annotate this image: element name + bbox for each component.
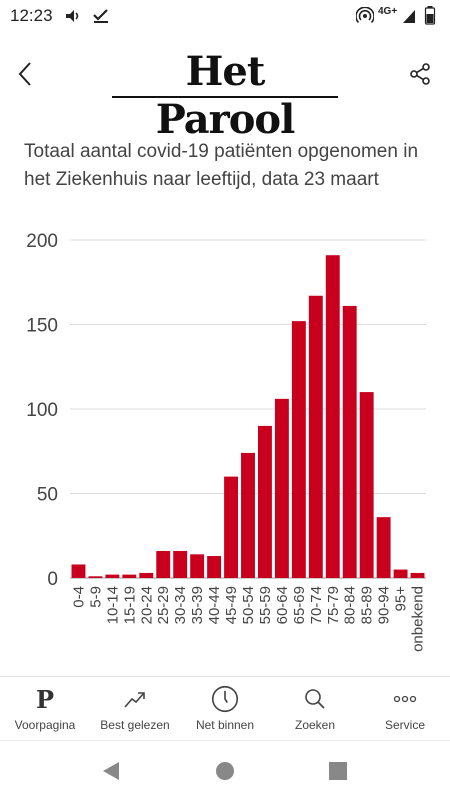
hotspot-icon xyxy=(356,7,374,24)
x-tick-label: 20-24 xyxy=(138,586,155,624)
bar xyxy=(207,556,222,578)
bar xyxy=(190,554,205,578)
nav-net-binnen[interactable]: Net binnen xyxy=(180,677,270,741)
x-tick-label: 85-89 xyxy=(359,586,376,624)
y-tick-label: 50 xyxy=(37,485,58,506)
signal-icon xyxy=(403,10,415,23)
search-icon xyxy=(305,689,325,709)
nav-best-gelezen[interactable]: Best gelezen xyxy=(90,677,180,741)
bar xyxy=(224,476,238,578)
bar-chart: 0 50 100 150 200 0-4 5-9 10-14 15-19 20-24 25-29 30… xyxy=(26,231,427,652)
separator-dot xyxy=(224,114,226,116)
het-parool-logo: Het Parool xyxy=(155,48,296,143)
x-tick-label: 60-64 xyxy=(274,586,291,624)
clock-icon xyxy=(211,685,239,713)
share-icon[interactable] xyxy=(408,62,432,86)
x-tick-label: 35-39 xyxy=(189,586,206,624)
x-tick-label: 80-84 xyxy=(342,586,359,624)
battery-icon xyxy=(424,6,436,25)
x-tick-label: 70-74 xyxy=(308,586,325,624)
bar xyxy=(258,425,272,578)
back-arrow-icon[interactable] xyxy=(14,60,38,88)
x-tick-label: 0-4 xyxy=(70,586,87,608)
bar xyxy=(173,550,188,578)
volume-icon xyxy=(66,10,79,22)
x-tick-label: 10-14 xyxy=(104,586,121,624)
y-tick-label: 100 xyxy=(26,400,58,421)
app-header: Het Parool xyxy=(0,36,450,143)
system-recents-icon[interactable] xyxy=(328,761,348,781)
x-tick-label: 95+ xyxy=(393,586,410,612)
x-tick-label: onbekend xyxy=(410,586,427,652)
logo-underline xyxy=(112,96,338,98)
y-tick-label: 150 xyxy=(26,316,58,337)
system-home-icon[interactable] xyxy=(215,761,235,781)
bar xyxy=(139,572,154,578)
bottom-navigation: P Voorpagina Best gelezen Net binnen Zoe… xyxy=(0,676,450,741)
bar xyxy=(410,572,425,578)
bar xyxy=(308,295,323,578)
bar xyxy=(241,452,255,578)
nav-label: Zoeken xyxy=(294,718,336,732)
chart-title: Totaal aantal covid-19 patiënten opgenom… xyxy=(24,141,419,190)
y-tick-label: 0 xyxy=(47,569,58,590)
nav-label: Service xyxy=(384,718,425,732)
bar xyxy=(393,569,408,578)
nav-service[interactable]: Service xyxy=(360,677,450,741)
bar xyxy=(105,574,120,578)
x-tick-label: 40-44 xyxy=(206,586,223,624)
trending-icon xyxy=(124,692,145,708)
more-icon xyxy=(393,695,417,703)
bar xyxy=(376,517,391,578)
system-navigation-bar xyxy=(0,740,450,801)
nav-label: Best gelezen xyxy=(100,718,170,732)
x-tick-label: 45-49 xyxy=(223,586,240,624)
x-tick-label: 30-34 xyxy=(172,586,189,624)
nav-voorpagina[interactable]: P Voorpagina xyxy=(0,677,90,741)
nav-label: Net binnen xyxy=(195,718,255,732)
system-back-icon[interactable] xyxy=(101,760,121,782)
checkmark-download-icon xyxy=(93,9,108,23)
nav-zoeken[interactable]: Zoeken xyxy=(270,677,360,741)
bar xyxy=(122,574,137,578)
x-tick-label: 50-54 xyxy=(240,586,257,624)
bar xyxy=(88,576,103,578)
y-tick-label: 200 xyxy=(26,231,58,252)
bar xyxy=(342,305,357,578)
x-tick-label: 25-29 xyxy=(155,586,172,624)
bar xyxy=(274,398,289,578)
x-tick-label: 55-59 xyxy=(257,586,274,624)
status-time: 12:23 xyxy=(10,6,53,25)
x-tick-label: 15-19 xyxy=(121,586,138,624)
bar xyxy=(71,564,86,578)
status-bar: 12:23 4G+ xyxy=(0,0,450,32)
parool-p-icon: P xyxy=(36,687,54,711)
bar xyxy=(291,321,306,578)
network-type: 4G+ xyxy=(378,6,398,17)
bar xyxy=(156,550,171,578)
x-tick-label: 90-94 xyxy=(376,586,393,624)
x-tick-label: 65-69 xyxy=(291,586,308,624)
x-tick-label: 5-9 xyxy=(87,586,104,608)
nav-label: Voorpagina xyxy=(14,718,76,732)
bar xyxy=(359,392,374,578)
bar xyxy=(325,255,340,578)
svg-text:P: P xyxy=(36,687,54,711)
x-tick-label: 75-79 xyxy=(325,586,342,624)
